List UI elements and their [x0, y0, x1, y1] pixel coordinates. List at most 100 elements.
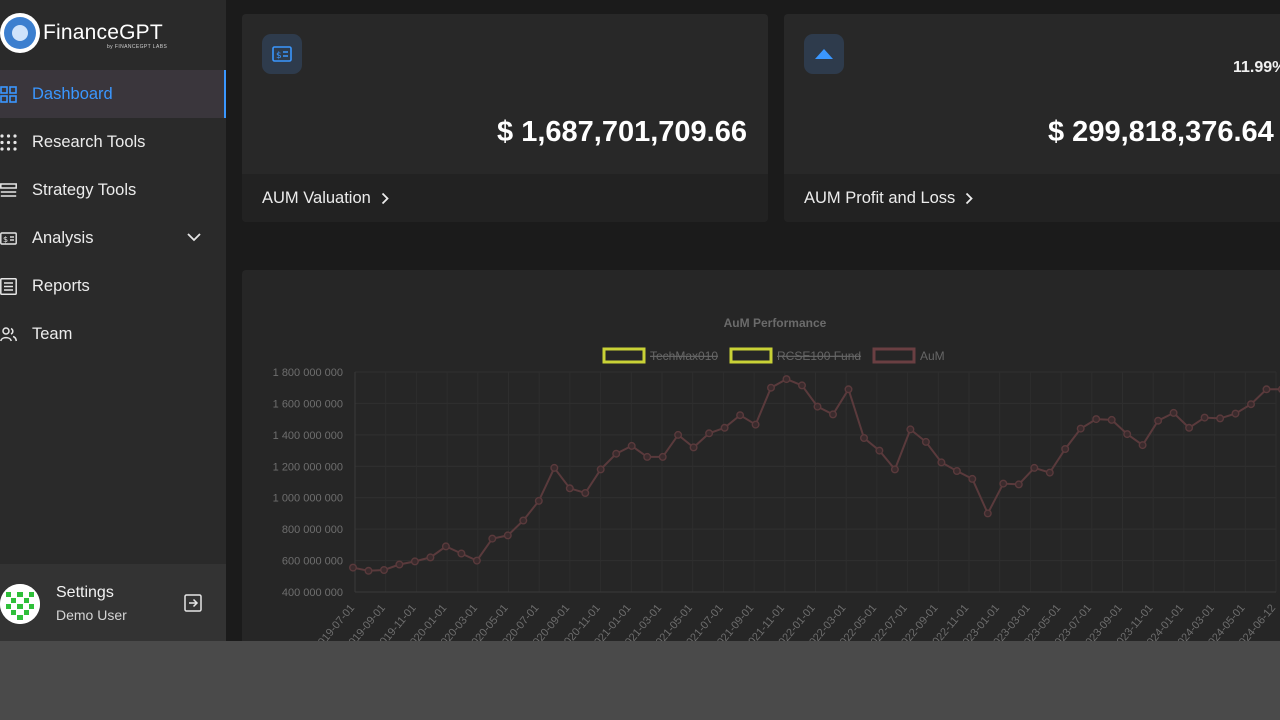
- data-point: [844, 385, 853, 394]
- aum-pnl-amount: $ 299,818,376.64: [1048, 116, 1274, 148]
- data-point: [379, 566, 388, 575]
- aum-pnl-percent: 11.99%: [1233, 59, 1280, 76]
- sidebar-item-reports[interactable]: Reports: [0, 262, 226, 310]
- document-icon: [0, 278, 17, 295]
- sidebar-item-label: Team: [32, 324, 73, 343]
- data-point: [581, 488, 590, 497]
- svg-text:$: $: [3, 235, 8, 244]
- legend-swatch: [729, 347, 773, 364]
- data-point: [829, 410, 838, 419]
- sidebar-item-strategy-tools[interactable]: Strategy Tools: [0, 166, 226, 214]
- data-point: [596, 465, 605, 474]
- aum-performance-chart-panel: AuM Performance 400 000 000 600 000 000 80…: [242, 270, 1280, 641]
- data-point: [1262, 385, 1271, 394]
- data-point: [767, 383, 776, 392]
- data-point: [658, 452, 667, 461]
- data-point: [921, 437, 930, 446]
- data-point: [1123, 430, 1132, 439]
- data-point: [1092, 415, 1101, 424]
- card-footer: [242, 174, 768, 222]
- y-tick-label: 600 000 000: [282, 556, 343, 568]
- logout-icon[interactable]: [184, 594, 202, 612]
- y-tick-label: 1 800 000 000: [273, 367, 343, 379]
- sidebar-item-label: Analysis: [32, 228, 94, 247]
- sidebar-item-team[interactable]: Team: [0, 310, 226, 358]
- data-point: [565, 484, 574, 493]
- data-point: [441, 542, 450, 551]
- logo-eye-icon: [0, 13, 40, 53]
- avatar[interactable]: [0, 584, 40, 624]
- data-point: [364, 566, 373, 575]
- aum-pnl-label: AUM Profit and Loss: [804, 189, 956, 207]
- brand-logo[interactable]: FinanceGPT by FINANCEGPT LABS: [0, 12, 220, 54]
- money-icon: $: [0, 232, 17, 245]
- aum-pnl-card: 11.99% $ 299,818,376.64 AUM Profit and L…: [784, 14, 1280, 222]
- card-footer: [784, 174, 1280, 222]
- data-point: [751, 420, 760, 429]
- data-point: [426, 553, 435, 562]
- y-tick-label: 400 000 000: [282, 587, 343, 599]
- chevron-right-icon: [966, 192, 974, 205]
- data-point: [472, 556, 481, 565]
- data-point: [627, 441, 636, 450]
- arrow-up-icon: [804, 34, 844, 74]
- data-point: [1154, 416, 1163, 425]
- data-point: [875, 446, 884, 455]
- data-point: [1014, 480, 1023, 489]
- chevron-down-icon[interactable]: [186, 231, 202, 243]
- data-point: [1200, 413, 1209, 422]
- data-point: [937, 458, 946, 467]
- legend-swatch: [602, 347, 646, 364]
- sidebar-nav: Dashboard Research Tools Strategy Tools …: [0, 70, 226, 358]
- sidebar-item-label: Strategy Tools: [32, 180, 137, 199]
- sidebar-item-analysis[interactable]: $ Analysis: [0, 214, 226, 262]
- data-point: [1169, 408, 1178, 417]
- data-point: [860, 433, 869, 442]
- chart-title: AuM Performance: [723, 316, 827, 330]
- data-point: [410, 557, 419, 566]
- data-point: [1216, 414, 1225, 423]
- cash-icon: $: [262, 34, 302, 74]
- aum-performance-chart[interactable]: 400 000 000 600 000 000 800 000 000 1 000 0…: [242, 270, 1280, 641]
- card-body: [242, 14, 768, 174]
- data-point: [782, 375, 791, 384]
- app-window: FinanceGPT by FINANCEGPT LABS Dashboard …: [0, 0, 1280, 641]
- data-point: [1061, 444, 1070, 453]
- data-point: [1107, 415, 1116, 424]
- data-point: [457, 549, 466, 558]
- layers-icon: [0, 183, 17, 197]
- data-point: [983, 509, 992, 518]
- data-point: [1185, 423, 1194, 432]
- data-point: [705, 429, 714, 438]
- data-point: [890, 465, 899, 474]
- data-point: [1231, 409, 1240, 418]
- sidebar-item-dashboard[interactable]: Dashboard: [0, 70, 226, 118]
- data-point: [1138, 441, 1147, 450]
- sidebar: FinanceGPT by FINANCEGPT LABS Dashboard …: [0, 0, 226, 641]
- sidebar-item-label: Dashboard: [32, 84, 113, 103]
- y-tick-label: 1 000 000 000: [273, 493, 343, 505]
- card-body: [784, 14, 1280, 174]
- y-tick-label: 1 600 000 000: [273, 398, 343, 410]
- data-point: [674, 430, 683, 439]
- chevron-right-icon: [381, 192, 389, 205]
- sidebar-item-research-tools[interactable]: Research Tools: [0, 118, 226, 166]
- data-point: [488, 534, 497, 543]
- y-tick-label: 1 200 000 000: [273, 461, 343, 473]
- user-panel: Settings Demo User: [0, 564, 226, 641]
- data-point: [813, 402, 822, 411]
- data-point: [519, 516, 528, 525]
- legend-label: RCSE100 Fund: [777, 349, 861, 363]
- aum-pnl-link[interactable]: AUM Profit and Loss: [804, 189, 974, 208]
- aum-valuation-link[interactable]: AUM Valuation: [262, 189, 389, 208]
- data-point: [1247, 400, 1256, 409]
- brand-name: FinanceGPT: [43, 21, 163, 44]
- data-point: [395, 560, 404, 569]
- y-tick-label: 1 400 000 000: [273, 430, 343, 442]
- data-point: [503, 531, 512, 540]
- user-settings-title[interactable]: Settings: [56, 584, 114, 601]
- legend-label: TechMax010: [650, 349, 718, 363]
- svg-text:$: $: [276, 51, 282, 61]
- data-point: [906, 425, 915, 434]
- legend-swatch: [872, 347, 916, 364]
